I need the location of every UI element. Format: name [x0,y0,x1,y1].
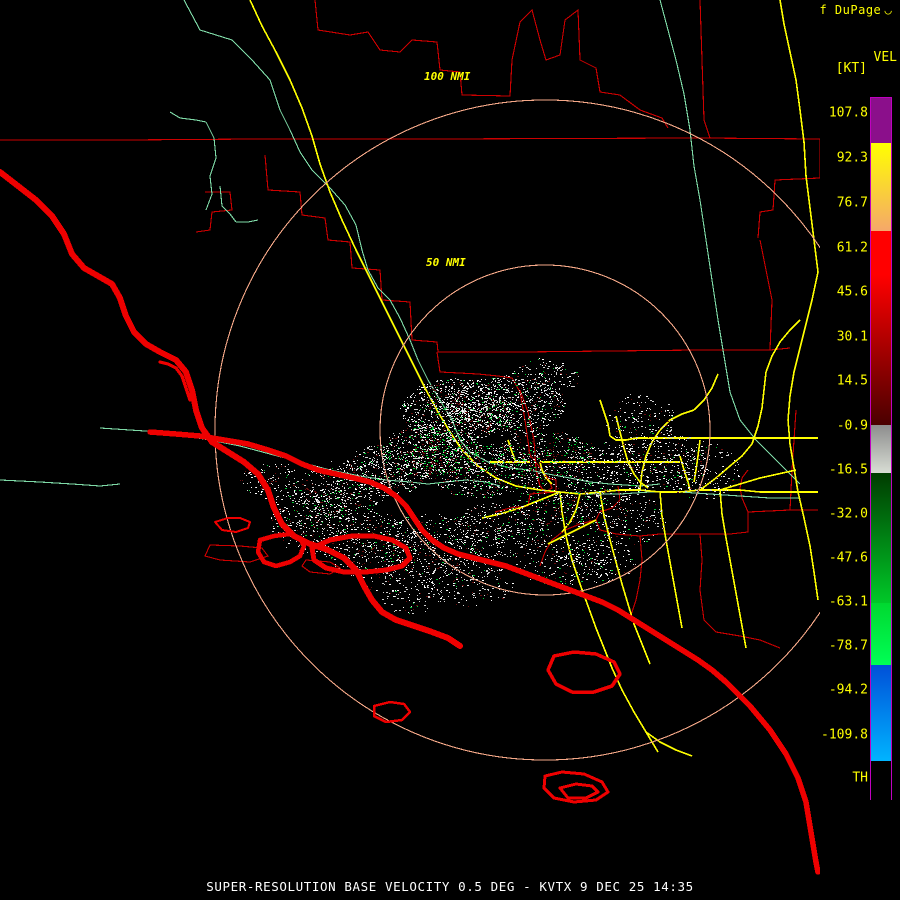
river-lines [0,0,801,499]
colorbar-segment-red-to-dark [871,275,891,425]
range-ring-label-50nmi: 50 NMI [426,256,466,269]
legend-tick-10: -47.6 [828,550,868,566]
legend-tick-12: -78.7 [828,638,868,654]
legend-tick-8: -16.5 [828,462,868,478]
legend-tick-5: 30.1 [836,329,868,345]
legend-title: VEL [873,50,897,65]
radar-echo-layer [240,358,740,614]
echo-pixels-green [249,359,734,614]
colorbar-segment-yellow-orange [871,143,891,231]
colorbar-segment-red-bright [871,231,891,275]
product-caption: SUPER-RESOLUTION BASE VELOCITY 0.5 DEG -… [206,879,694,894]
legend-tick-11: -63.1 [828,594,868,610]
velocity-colorbar[interactable] [870,97,892,801]
legend-tick-15: TH [852,770,868,786]
range-rings [214,99,820,761]
highway-lines [249,0,819,757]
colorbar-segment-purple-extreme [871,98,891,143]
colorbar-segment-green-bright [871,603,891,665]
range-ring-100nmi [214,99,820,761]
coastline [0,169,820,875]
legend-tick-7: -0.9 [836,418,868,434]
map-vector-layer [0,0,820,875]
colorbar-segment-blue-gradient [871,665,891,761]
colorbar-segment-black-threshold [871,761,891,801]
colorbar-segment-gray-near-zero [871,425,891,473]
velocity-legend: VEL [KT] 107.8 92.3 76.7 61.2 45.6 30.1 14.5 -0… [820,0,900,875]
legend-tick-0: 107.8 [828,105,868,121]
range-ring-label-100nmi: 100 NMI [424,70,471,83]
legend-tick-3: 61.2 [836,240,868,256]
legend-tick-4: 45.6 [836,284,868,300]
legend-tick-2: 76.7 [836,195,868,211]
legend-tick-1: 92.3 [836,150,868,166]
colorbar-segment-green-dark [871,473,891,603]
legend-tick-9: -32.0 [828,506,868,522]
radar-map[interactable]: 100 NMI 50 NMI [0,0,820,875]
legend-tick-13: -94.2 [828,682,868,698]
legend-units: [KT] [835,61,867,76]
legend-tick-6: 14.5 [836,373,868,389]
range-ring-50nmi [379,264,711,596]
legend-tick-14: -109.8 [821,727,868,743]
